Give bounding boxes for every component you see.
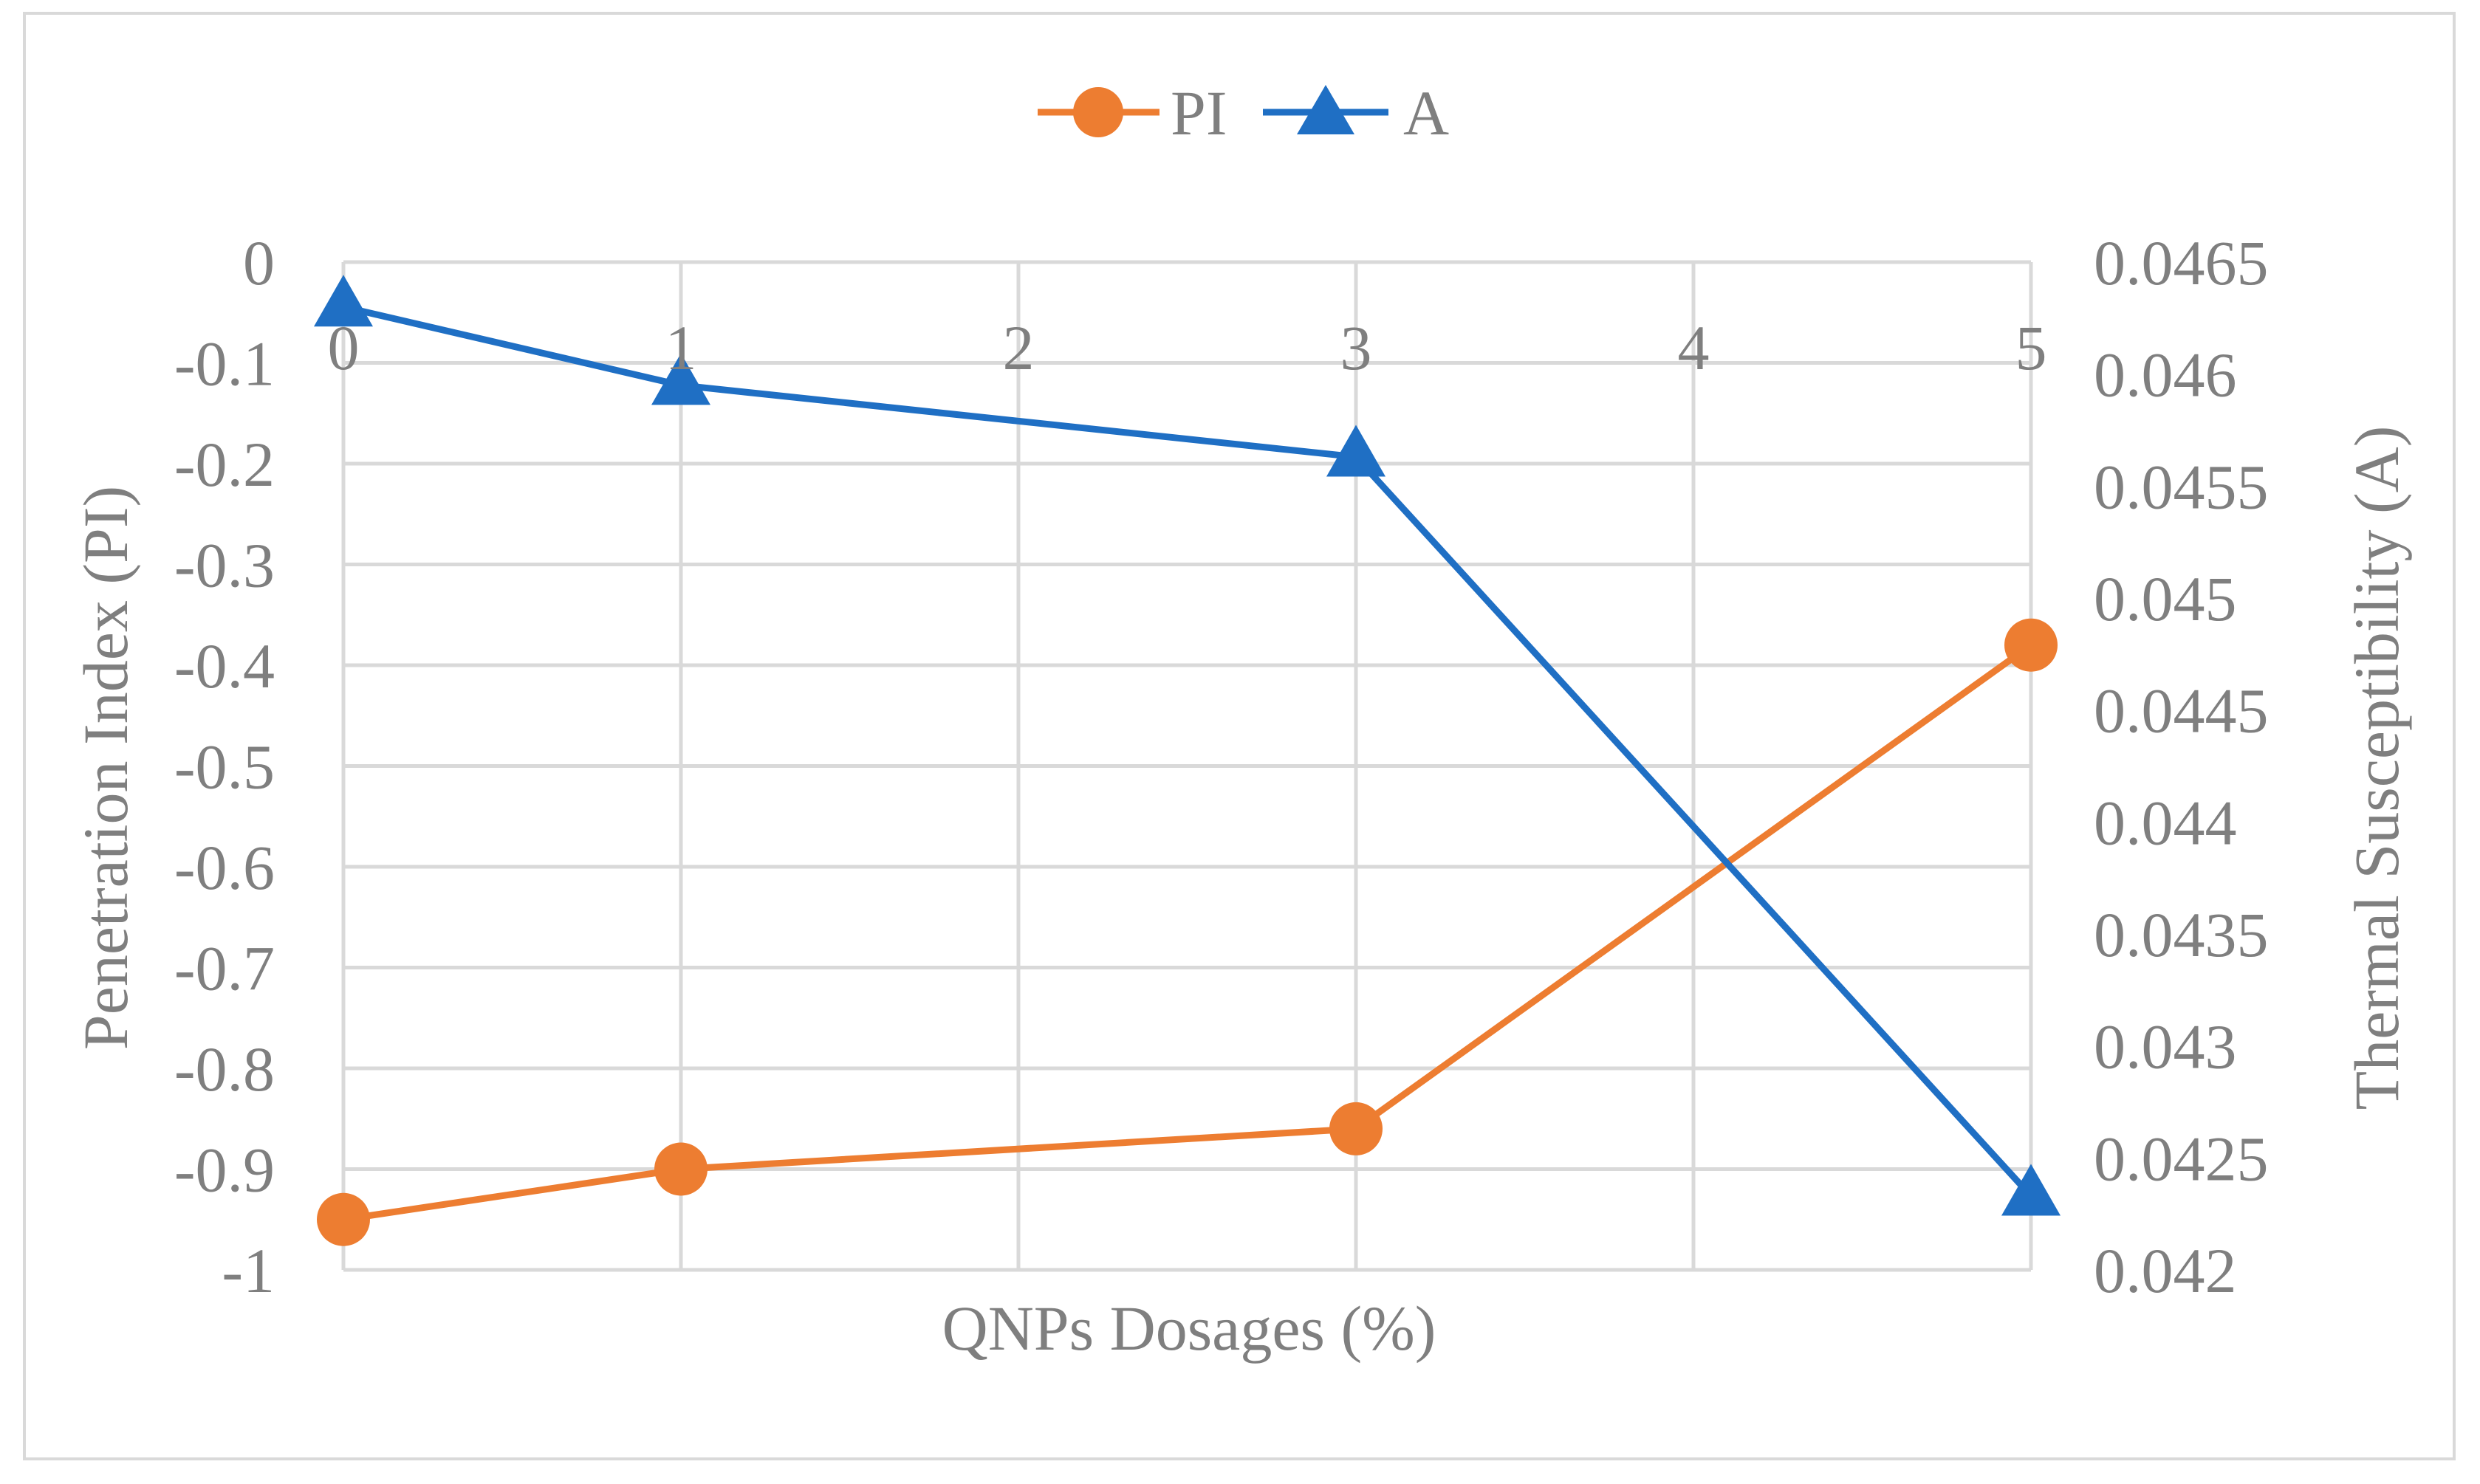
y2-tick-label: 0.0425 [2094,1123,2269,1194]
series-line-a [342,303,2034,1198]
y2-tick-label: 0.0455 [2094,451,2269,522]
y-tick-label: -0.6 [174,832,275,903]
legend: PI A [1038,78,1449,148]
legend-a-label: A [1403,78,1449,148]
x-tick-label: 1 [665,312,697,383]
x-tick-label: 0 [328,312,360,383]
legend-pi-marker [1073,87,1123,137]
axis-text-layer: QNPs Dosages (%) Penetration Index (PI) … [70,227,2412,1364]
x-axis-title: QNPs Dosages (%) [942,1293,1436,1364]
data-point-pi [654,1142,708,1196]
y-tick-label: -0.5 [174,732,275,803]
y2-tick-label: 0.0435 [2094,899,2269,970]
y2-tick-label: 0.045 [2094,563,2237,634]
legend-item-pi: PI [1038,78,1227,148]
y-tick-label: -0.7 [174,933,275,1004]
y-axis-title: Penetration Index (PI) [70,486,141,1050]
y-tick-label: -0.3 [174,530,275,601]
x-tick-label: 4 [1678,312,1710,383]
y-tick-label: -0.2 [174,429,275,500]
y-tick-label: -0.8 [174,1034,275,1105]
y-tick-label: -0.9 [174,1135,275,1206]
y2-tick-label: 0.0465 [2094,227,2269,298]
chart-frame [23,12,2456,1460]
y-tick-label: -0.1 [174,329,275,399]
series-line-pi [343,642,2033,1223]
legend-a-marker [1297,85,1354,134]
x-tick-label: 2 [1003,312,1035,383]
legend-item-a: A [1263,78,1449,148]
series-layer [314,275,2061,1246]
data-point-a [2001,1164,2061,1216]
y2-tick-label: 0.044 [2094,787,2237,858]
y-tick-label: -0.4 [174,631,275,701]
data-point-a [1326,425,1385,477]
y2-tick-label: 0.0445 [2094,676,2269,746]
y-tick-label: 0 [243,227,275,298]
legend-pi-label: PI [1171,78,1227,148]
data-point-pi [2004,618,2058,672]
gridlines [341,260,2033,1272]
data-point-a [651,353,710,405]
data-point-pi [1329,1102,1383,1155]
y2-axis-title: Thermal Susceptibility (A) [2341,426,2412,1110]
y2-tick-label: 0.046 [2094,340,2237,410]
data-point-a [314,275,373,327]
y2-tick-label: 0.043 [2094,1011,2237,1082]
y2-tick-label: 0.042 [2094,1235,2237,1306]
y-tick-label: -1 [222,1235,275,1306]
x-tick-label: 5 [2015,312,2047,383]
data-point-pi [317,1192,370,1246]
x-tick-label: 3 [1340,312,1372,383]
